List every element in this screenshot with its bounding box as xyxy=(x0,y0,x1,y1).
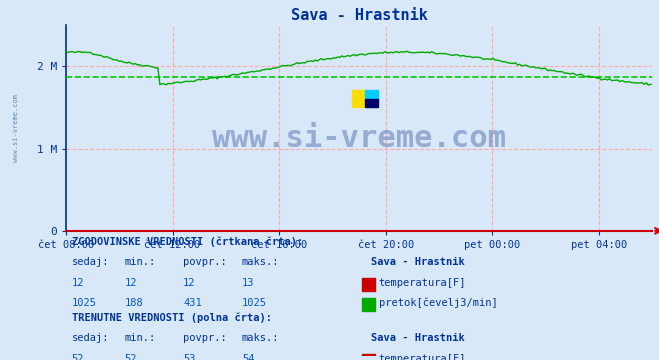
Text: ZGODOVINSKE VREDNOSTI (črtkana črta):: ZGODOVINSKE VREDNOSTI (črtkana črta): xyxy=(72,236,303,247)
Text: www.si-vreme.com: www.si-vreme.com xyxy=(212,124,506,153)
Text: sedaj:: sedaj: xyxy=(72,257,109,267)
Text: 12: 12 xyxy=(125,278,137,288)
Text: 54: 54 xyxy=(242,354,254,360)
Text: 52: 52 xyxy=(125,354,137,360)
Text: min.:: min.: xyxy=(125,257,156,267)
Bar xyxy=(365,99,378,107)
Bar xyxy=(365,90,378,99)
Text: TRENUTNE VREDNOSTI (polna črta):: TRENUTNE VREDNOSTI (polna črta): xyxy=(72,312,272,323)
Text: min.:: min.: xyxy=(125,333,156,343)
Text: 188: 188 xyxy=(125,298,143,308)
Text: temperatura[F]: temperatura[F] xyxy=(378,278,466,288)
Text: povpr.:: povpr.: xyxy=(183,257,227,267)
Text: Sava - Hrastnik: Sava - Hrastnik xyxy=(371,333,465,343)
Text: povpr.:: povpr.: xyxy=(183,333,227,343)
Bar xyxy=(362,354,375,360)
Text: www.si-vreme.com: www.si-vreme.com xyxy=(13,94,19,162)
Text: 52: 52 xyxy=(72,354,84,360)
Text: Sava - Hrastnik: Sava - Hrastnik xyxy=(371,257,465,267)
Title: Sava - Hrastnik: Sava - Hrastnik xyxy=(291,8,428,23)
Text: 431: 431 xyxy=(183,298,202,308)
Text: temperatura[F]: temperatura[F] xyxy=(378,354,466,360)
Text: 1025: 1025 xyxy=(242,298,267,308)
Text: 13: 13 xyxy=(242,278,254,288)
Text: maks.:: maks.: xyxy=(242,257,279,267)
Text: 53: 53 xyxy=(183,354,196,360)
Text: sedaj:: sedaj: xyxy=(72,333,109,343)
Text: 12: 12 xyxy=(183,278,196,288)
Text: maks.:: maks.: xyxy=(242,333,279,343)
Bar xyxy=(362,278,375,291)
Bar xyxy=(362,298,375,311)
Text: 12: 12 xyxy=(72,278,84,288)
Bar xyxy=(352,90,365,107)
Text: pretok[čevelj3/min]: pretok[čevelj3/min] xyxy=(378,297,498,308)
Text: 1025: 1025 xyxy=(72,298,97,308)
